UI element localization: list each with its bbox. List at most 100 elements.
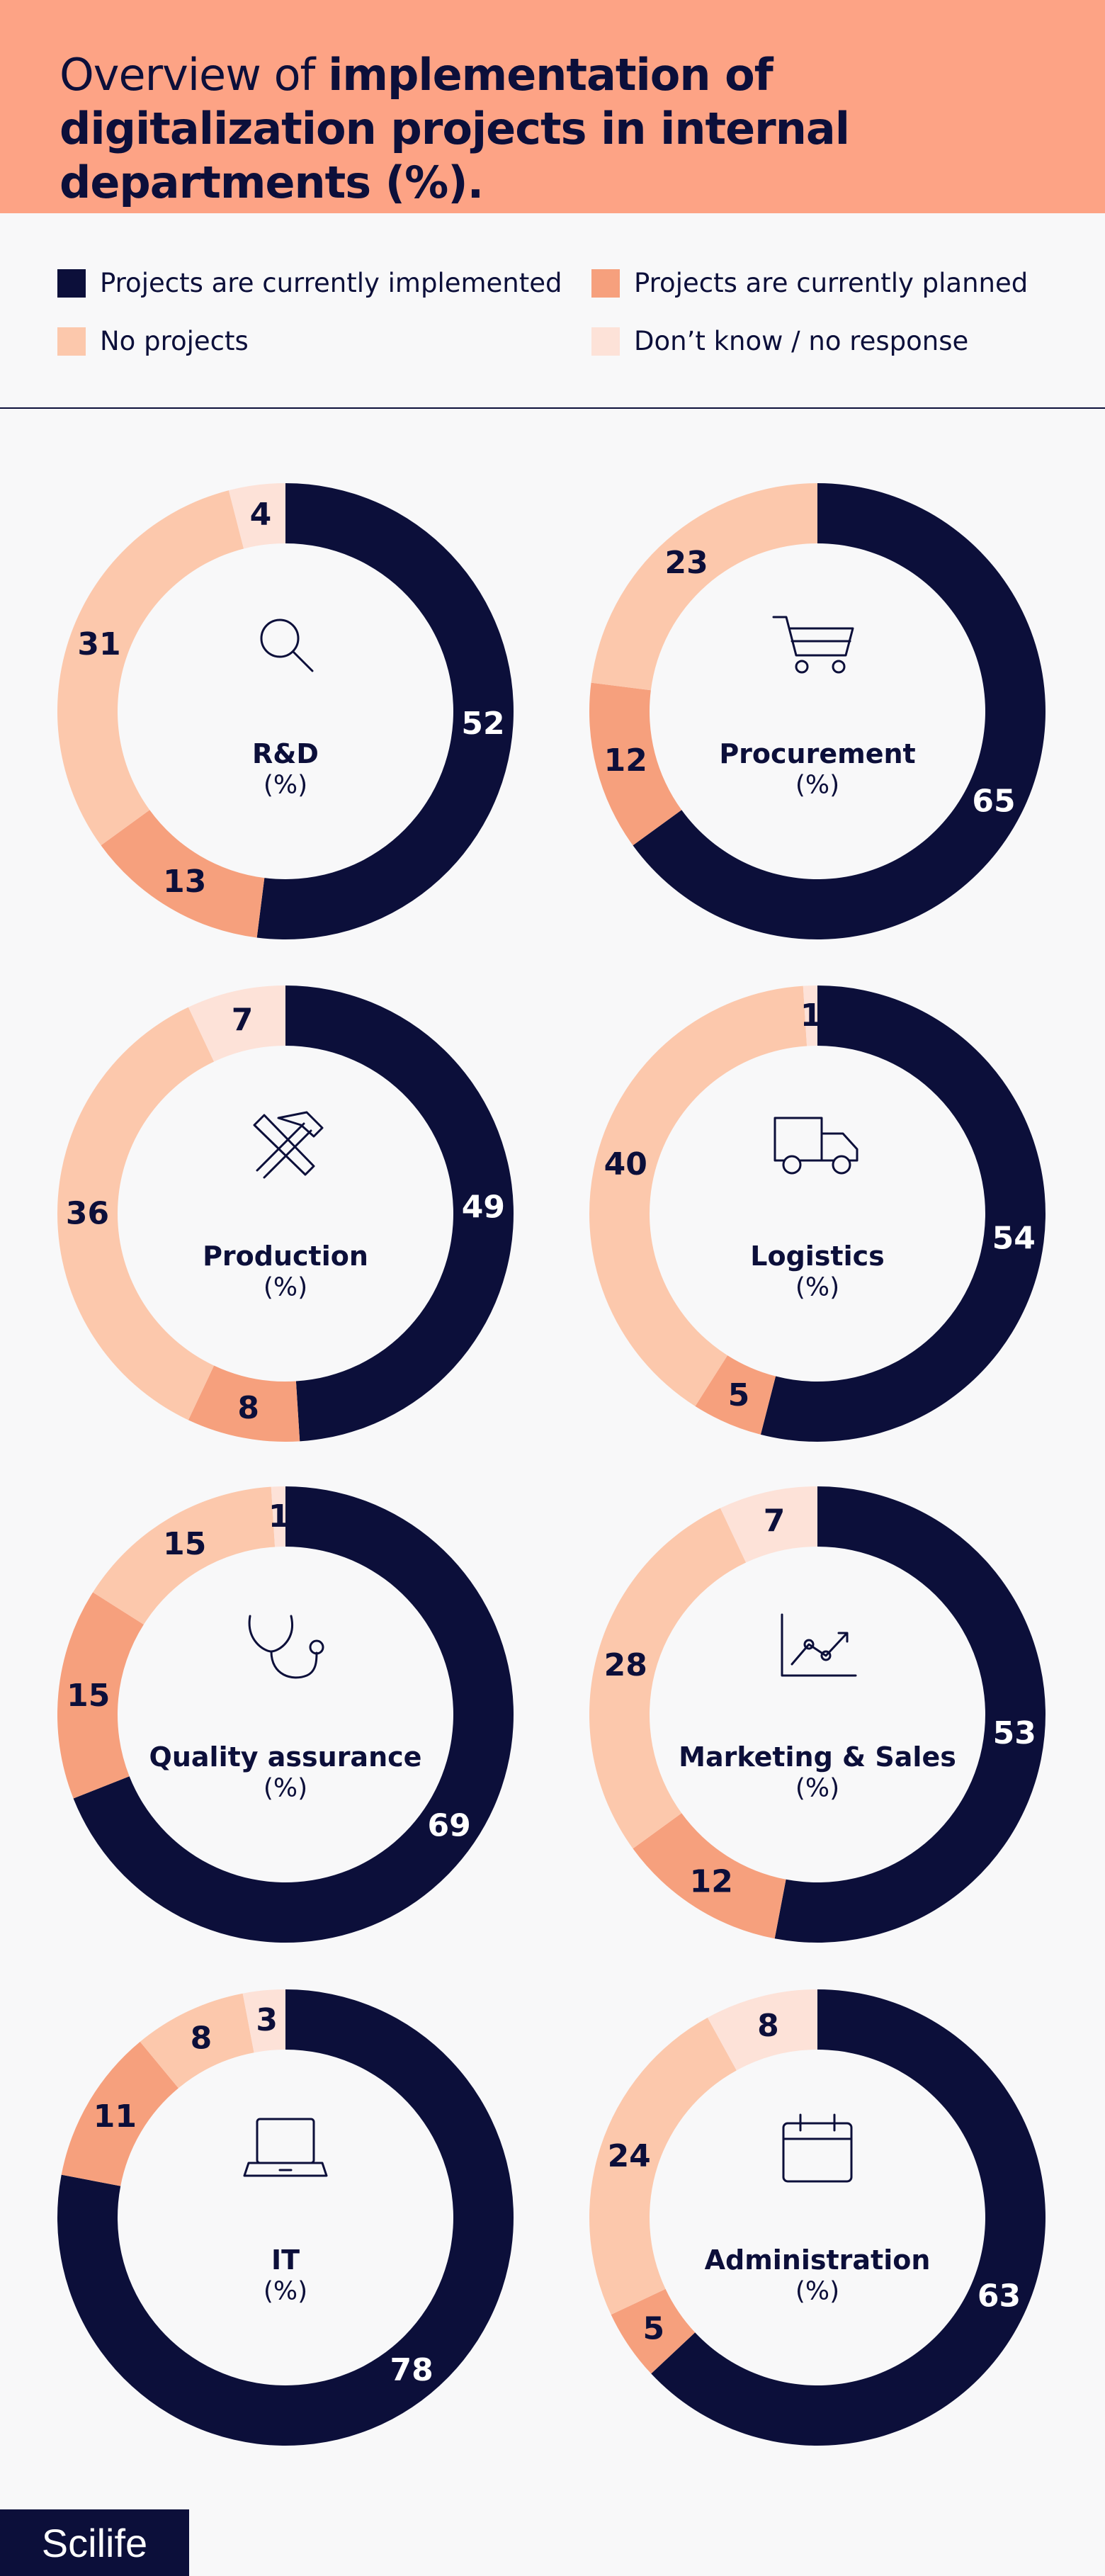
data-label: 8 [237, 1390, 259, 1426]
data-label: 12 [604, 742, 647, 779]
legend-swatch [591, 269, 620, 298]
donut-segment [589, 1508, 747, 1849]
chart-subtitle: (%) [795, 2277, 839, 2306]
data-label: 65 [972, 783, 1015, 819]
data-label: 23 [665, 545, 708, 581]
data-label: 15 [67, 1678, 110, 1714]
donut-chart: 65 12 23 Procurement(%) [589, 483, 1046, 939]
donut-segment [93, 1486, 276, 1625]
chart-title: Administration [705, 2244, 931, 2276]
donut-segment [101, 810, 265, 938]
legend-item: Projects are currently implemented [57, 268, 562, 298]
data-label: 49 [462, 1190, 505, 1226]
title-bold: implementation of digitalization project… [60, 49, 850, 208]
legend-item: Don’t know / no response [591, 326, 968, 356]
data-label: 12 [690, 1863, 733, 1899]
data-label: 11 [94, 2098, 137, 2135]
legend-item: Projects are currently planned [591, 268, 1028, 298]
data-label: 52 [461, 706, 504, 742]
icon [248, 1615, 324, 1679]
icon [243, 2118, 328, 2177]
title: Overview of implementation of digitaliza… [60, 48, 1080, 210]
donut-chart: 49 8 36 7 Production(%) [57, 985, 514, 1442]
donut-segment [651, 1989, 1046, 2446]
chart-title: IT [271, 2244, 300, 2276]
icon [781, 1613, 857, 1677]
legend: Projects are currently implemented Projec… [0, 255, 1105, 368]
donut-segment [61, 2041, 178, 2186]
data-label: 63 [978, 2278, 1021, 2315]
chart-title: Procurement [719, 738, 915, 769]
chart-subtitle: (%) [264, 2277, 307, 2306]
data-label: 15 [163, 1526, 206, 1562]
donut-segment [611, 2288, 696, 2374]
donut-segment [188, 985, 285, 1062]
data-label: 24 [608, 2138, 651, 2174]
donut-segment [256, 483, 514, 939]
donut-chart: 54 5 40 1 Logistics(%) [589, 985, 1046, 1442]
chart-subtitle: (%) [264, 771, 307, 800]
legend-swatch [57, 327, 86, 356]
donut-segment [591, 483, 817, 691]
divider [0, 407, 1105, 409]
donut-segment [589, 682, 682, 846]
donut-segment [633, 483, 1046, 939]
legend-label: No projects [100, 326, 249, 356]
donut-segment [242, 1989, 285, 2053]
donut-segment [589, 985, 808, 1406]
icon [253, 1111, 324, 1179]
data-label: 8 [757, 2008, 779, 2044]
chart-title: R&D [252, 738, 319, 769]
donut-chart: 78 11 8 3 IT(%) [57, 1989, 514, 2446]
chart-subtitle: (%) [264, 1273, 307, 1302]
chart-subtitle: (%) [795, 771, 839, 800]
donut-chart: 53 12 28 7 Marketing & Sales(%) [589, 1486, 1046, 1943]
title-regular: Overview of [60, 49, 315, 101]
data-label: 1 [268, 1498, 290, 1535]
icon [782, 2113, 853, 2183]
chart-title: Production [203, 1241, 368, 1272]
chart-title: Logistics [750, 1241, 885, 1272]
data-label: 8 [191, 2021, 212, 2057]
data-label: 54 [992, 1221, 1036, 1257]
donut-segment [228, 483, 285, 549]
header: Overview of implementation of digitaliza… [0, 0, 1105, 213]
donut-segment [589, 2017, 737, 2315]
legend-label: Don’t know / no response [634, 326, 969, 356]
data-label: 69 [428, 1808, 471, 1844]
icon [774, 1117, 858, 1175]
data-label: 78 [390, 2352, 434, 2388]
donut-chart: 63 5 24 8 Administration(%) [589, 1989, 1046, 2446]
chart-subtitle: (%) [795, 1273, 839, 1302]
brand: Scilife [0, 2509, 189, 2576]
data-label: 7 [232, 1002, 254, 1039]
donut-segment [774, 1486, 1046, 1943]
data-label: 3 [256, 2002, 278, 2038]
donut-segment [707, 1989, 817, 2071]
donut-chart: 52 13 31 4 R&D(%) [57, 483, 514, 939]
data-label: 28 [604, 1647, 647, 1683]
data-label: 53 [993, 1715, 1036, 1751]
donut-segment [695, 1355, 776, 1435]
icon [772, 616, 854, 674]
data-label: 36 [66, 1196, 109, 1232]
donut-segment [803, 985, 817, 1046]
donut-segment [57, 1592, 144, 1799]
legend-label: Projects are currently planned [634, 268, 1028, 298]
chart-title: Quality assurance [149, 1741, 422, 1773]
donut-segment [633, 1813, 786, 1939]
legend-swatch [57, 269, 86, 298]
donut-segment [720, 1486, 817, 1563]
legend-label: Projects are currently implemented [100, 268, 562, 298]
data-label: 5 [643, 2311, 665, 2347]
donut-segment [271, 1486, 285, 1547]
data-label: 5 [728, 1377, 750, 1413]
data-label: 13 [163, 864, 206, 900]
chart-subtitle: (%) [795, 1774, 839, 1803]
donut-segment [57, 490, 244, 846]
donut-segment [285, 985, 514, 1442]
data-label: 4 [250, 497, 272, 533]
icon [260, 618, 314, 672]
